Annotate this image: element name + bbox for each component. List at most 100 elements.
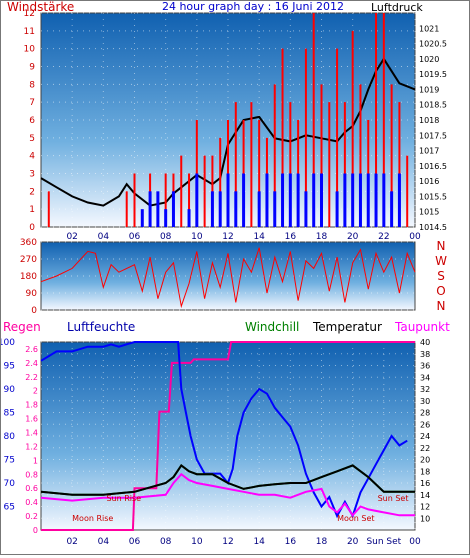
temp-tick-label: 16 xyxy=(420,479,430,488)
temp-tick-label: 28 xyxy=(420,409,430,418)
pressure-tick-label: 1018 xyxy=(419,116,439,125)
regen-tick-label: 1.4 xyxy=(25,429,38,438)
pressure-y-ticks: 1014.5 1015 1015.5 1016 1016.5 1017 1017.5 1018… xyxy=(419,24,447,232)
feuchte-y-ticks: 65 70 75 80 85 90 95 100 xyxy=(0,338,16,513)
temp-tick-label: 36 xyxy=(420,362,430,371)
wind-x-tick-label: 22 xyxy=(378,232,389,242)
wind-tick-label: 1 xyxy=(29,205,35,215)
wind-pressure-series xyxy=(40,13,416,227)
weather-x-tick-label: 16 xyxy=(285,537,297,547)
direction-tick-label: 270 xyxy=(20,255,37,265)
temp-tick-label: 30 xyxy=(420,397,430,406)
direction-grid xyxy=(41,241,415,311)
feuchte-tick-label: 70 xyxy=(4,479,16,489)
weather-x-tick-label: 12 xyxy=(222,537,233,547)
weather-x-tick-label: 08 xyxy=(160,537,172,547)
temp-tick-label: 32 xyxy=(420,385,430,394)
regen-tick-label: 0.6 xyxy=(25,484,38,493)
wind-x-tick-label: 00 xyxy=(409,232,421,242)
pressure-tick-label: 1020.5 xyxy=(419,40,447,49)
feuchte-tick-label: 95 xyxy=(4,362,15,372)
wind-tick-label: 5 xyxy=(29,134,35,144)
direction-tick-label: 0 xyxy=(31,306,37,316)
feuchte-tick-label: 90 xyxy=(4,385,16,395)
direction-tick-label: 180 xyxy=(20,272,37,282)
pressure-tick-label: 1015 xyxy=(419,208,439,217)
wind-tick-label: 0 xyxy=(29,223,35,233)
direction-series xyxy=(40,247,416,309)
regen-tick-label: 2.2 xyxy=(25,373,38,382)
feuchte-tick-label: 100 xyxy=(1,338,15,348)
feuchte-tick-label: 65 xyxy=(4,503,15,513)
pressure-tick-label: 1016 xyxy=(419,177,439,186)
pressure-tick-label: 1020 xyxy=(419,55,439,64)
compass-label: S xyxy=(437,269,445,283)
series-regen xyxy=(41,341,415,531)
temp-tick-label: 14 xyxy=(420,491,430,500)
regen-tick-label: 1.2 xyxy=(25,442,38,451)
weather-x-tick-label: 00 xyxy=(409,537,421,547)
regen-tick-label: 0.8 xyxy=(25,470,38,479)
weather-x-tick-label: 06 xyxy=(129,537,141,547)
regen-tick-label: 1.6 xyxy=(25,415,38,424)
pressure-tick-label: 1019.5 xyxy=(419,70,447,79)
direction-y-ticks: 0 90 180 270 360 xyxy=(20,238,37,316)
weather-x-tick-label: 20 xyxy=(347,537,359,547)
wind-tick-label: 2 xyxy=(29,187,35,197)
feuchte-tick-label: 80 xyxy=(4,432,16,442)
series-temperatur xyxy=(40,463,415,496)
wind-x-tick-label: 04 xyxy=(98,232,110,242)
compass-label: N xyxy=(437,299,446,313)
wind-tick-label: 11 xyxy=(24,27,35,37)
annotation-label: Moon Rise xyxy=(72,514,113,523)
temp-tick-label: 20 xyxy=(420,456,430,465)
compass-label: N xyxy=(437,239,446,253)
wind-x-tick-label: 16 xyxy=(285,232,297,242)
temp-tick-label: 38 xyxy=(420,350,430,359)
weather-x-tick-label: 02 xyxy=(66,537,77,547)
wind-axis-title: Windstärke xyxy=(7,1,74,14)
feuchte-tick-label: 85 xyxy=(4,409,15,419)
direction-tick-label: 360 xyxy=(20,238,37,248)
weather-x-tick-label: 18 xyxy=(316,537,328,547)
wind-tick-label: 8 xyxy=(29,80,35,90)
pressure-tick-label: 1016.5 xyxy=(419,162,447,171)
temp-tick-label: 40 xyxy=(420,338,430,347)
regen-tick-label: 2 xyxy=(33,387,38,396)
weather-x-tick-label: 10 xyxy=(191,537,203,547)
weather-x-ticks: 02 04 06 08 10 12 14 16 18 20 Sun Set 00 xyxy=(66,537,421,547)
wind-x-tick-label: 20 xyxy=(347,232,359,242)
pressure-tick-label: 1018.5 xyxy=(419,101,447,110)
temp-tick-label: 12 xyxy=(420,503,430,512)
temp-tick-label: 10 xyxy=(420,514,430,523)
wind-x-ticks: 02 04 06 08 10 12 14 16 18 20 22 00 xyxy=(66,232,421,242)
chart-title: 24 hour graph day : 16 Juni 2012 xyxy=(162,1,344,13)
pressure-tick-label: 1017 xyxy=(419,147,439,156)
wind-x-tick-label: 12 xyxy=(222,232,233,242)
regen-tick-label: 2.4 xyxy=(25,359,38,368)
wind-x-tick-label: 14 xyxy=(253,232,265,242)
regen-tick-label: 1.8 xyxy=(25,401,38,410)
direction-tick-label: 90 xyxy=(26,289,38,299)
regen-tick-label: 0 xyxy=(33,526,38,535)
wind-tick-label: 7 xyxy=(29,98,35,108)
wind-direction-line xyxy=(40,247,416,309)
weather-series xyxy=(40,341,415,531)
pressure-tick-label: 1015.5 xyxy=(419,192,447,201)
legend-windchill: Windchill xyxy=(245,320,299,334)
annotation-label: Sun Rise xyxy=(106,494,141,503)
wind-tick-label: 4 xyxy=(29,152,35,162)
wind-x-tick-label: 08 xyxy=(160,232,172,242)
pressure-tick-label: 1017.5 xyxy=(419,131,447,140)
weather-x-tick-label: Sun Set xyxy=(366,537,401,547)
temp-tick-label: 22 xyxy=(420,444,430,453)
wind-tick-label: 12 xyxy=(24,9,35,19)
regen-tick-label: 0.2 xyxy=(25,512,38,521)
pressure-axis-title: Luftdruck xyxy=(371,1,423,14)
feuchte-tick-label: 75 xyxy=(4,456,15,466)
sun-moon-annotations: Sun Rise Moon Rise Sun Set Moon Set xyxy=(72,494,408,523)
wind-tick-label: 3 xyxy=(29,170,35,180)
